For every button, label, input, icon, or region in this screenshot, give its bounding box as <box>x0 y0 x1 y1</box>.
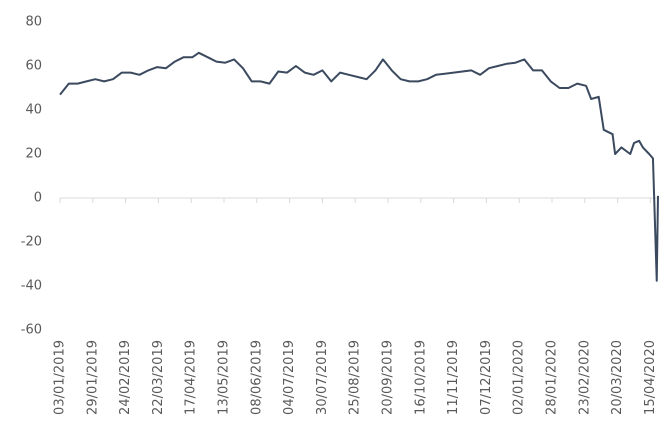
x-tick-label: 04/07/2019 <box>282 340 297 415</box>
y-tick-label: 40 <box>25 103 42 118</box>
y-tick-label: 60 <box>25 59 42 74</box>
x-tick-label: 28/01/2020 <box>545 340 560 415</box>
x-tick-label: 08/06/2019 <box>249 340 264 415</box>
x-tick-label: 24/02/2019 <box>118 340 133 415</box>
x-tick-label: 30/07/2019 <box>315 340 330 415</box>
x-tick-label: 17/04/2019 <box>184 340 199 415</box>
x-tick-label: 25/08/2019 <box>348 340 363 415</box>
y-tick-label: 80 <box>25 15 42 30</box>
x-tick-label: 13/05/2019 <box>217 340 232 415</box>
y-tick-label: 20 <box>25 147 42 162</box>
y-tick-label: -20 <box>21 235 42 250</box>
x-tick-label: 20/03/2020 <box>610 340 625 415</box>
y-tick-label: 0 <box>34 191 42 206</box>
x-tick-label: 11/11/2019 <box>446 340 461 415</box>
data-line <box>59 51 659 282</box>
y-tick-label: -40 <box>21 279 42 294</box>
y-tick-label: -60 <box>21 323 42 338</box>
x-tick-label: 22/03/2019 <box>151 340 166 415</box>
x-tick-label: 03/01/2019 <box>53 340 68 415</box>
x-tick-label: 29/01/2019 <box>85 340 100 415</box>
x-tick-label: 15/04/2020 <box>643 340 658 415</box>
x-tick-label: 07/12/2019 <box>479 340 494 415</box>
x-tick-label: 02/01/2020 <box>512 340 527 415</box>
x-tick-label: 20/09/2019 <box>381 340 396 415</box>
x-tick-label: 16/10/2019 <box>413 340 428 415</box>
x-tick-label: 23/02/2020 <box>577 340 592 415</box>
